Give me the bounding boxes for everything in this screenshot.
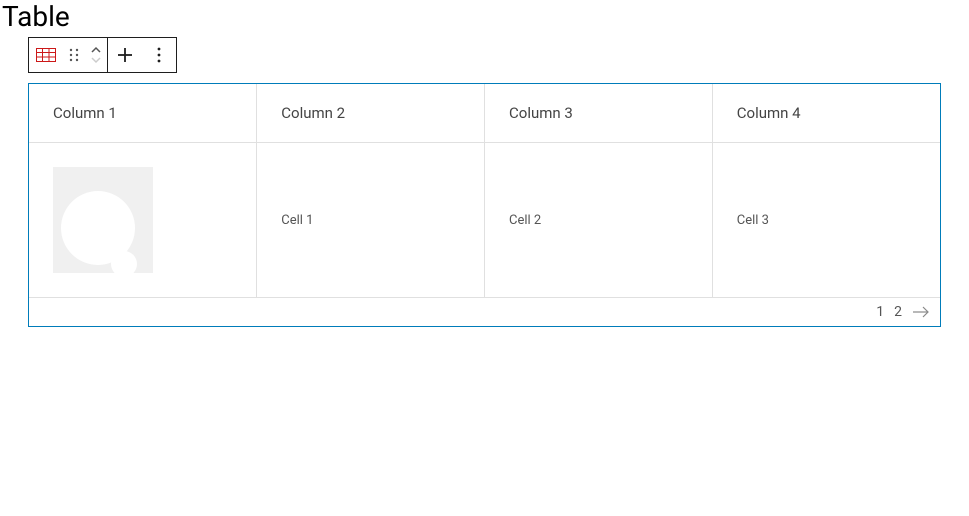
block-toolbar [28,37,177,73]
column-header[interactable]: Column 3 [485,84,713,143]
table-cell[interactable]: Cell 3 [712,143,940,298]
avatar-placeholder [53,167,153,273]
more-options-button[interactable] [142,38,176,72]
move-icon [90,45,102,65]
table-cell[interactable] [29,143,257,298]
toolbar-group-block [29,38,108,72]
table-cell[interactable]: Cell 1 [257,143,485,298]
column-header[interactable]: Column 2 [257,84,485,143]
arrow-right-icon [912,306,930,318]
block-type-button[interactable] [29,38,63,72]
add-button[interactable] [108,38,142,72]
move-arrows-button[interactable] [85,38,107,72]
page-title: Table [2,0,969,33]
next-page-button[interactable] [912,306,930,318]
table-icon [36,48,56,62]
data-table: Column 1 Column 2 Column 3 Column 4 Cell… [29,84,940,298]
add-icon [117,47,133,63]
table-cell[interactable]: Cell 2 [485,143,713,298]
column-header[interactable]: Column 4 [712,84,940,143]
drag-handle-button[interactable] [63,38,85,72]
more-icon [157,47,161,63]
column-header[interactable]: Column 1 [29,84,257,143]
table-header-row: Column 1 Column 2 Column 3 Column 4 [29,84,940,143]
table-block[interactable]: Column 1 Column 2 Column 3 Column 4 Cell… [28,83,941,327]
page-number[interactable]: 1 [876,304,884,320]
pagination: 1 2 [29,298,940,326]
drag-icon [69,48,79,62]
page-number[interactable]: 2 [894,304,902,320]
toolbar-group-insert [108,38,176,72]
table-row: Cell 1 Cell 2 Cell 3 [29,143,940,298]
